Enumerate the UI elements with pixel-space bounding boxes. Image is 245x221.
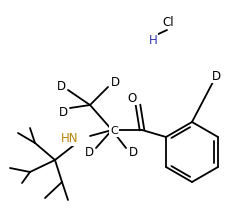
Text: C: C: [110, 126, 118, 136]
Text: D: D: [128, 147, 137, 160]
Text: D: D: [85, 147, 94, 160]
Text: HN: HN: [61, 133, 78, 145]
Text: O: O: [127, 91, 137, 105]
Text: H: H: [149, 34, 157, 46]
Text: D: D: [56, 80, 66, 93]
Text: D: D: [211, 69, 220, 82]
Text: D: D: [110, 76, 120, 90]
Text: Cl: Cl: [162, 15, 174, 29]
Text: D: D: [59, 105, 68, 118]
